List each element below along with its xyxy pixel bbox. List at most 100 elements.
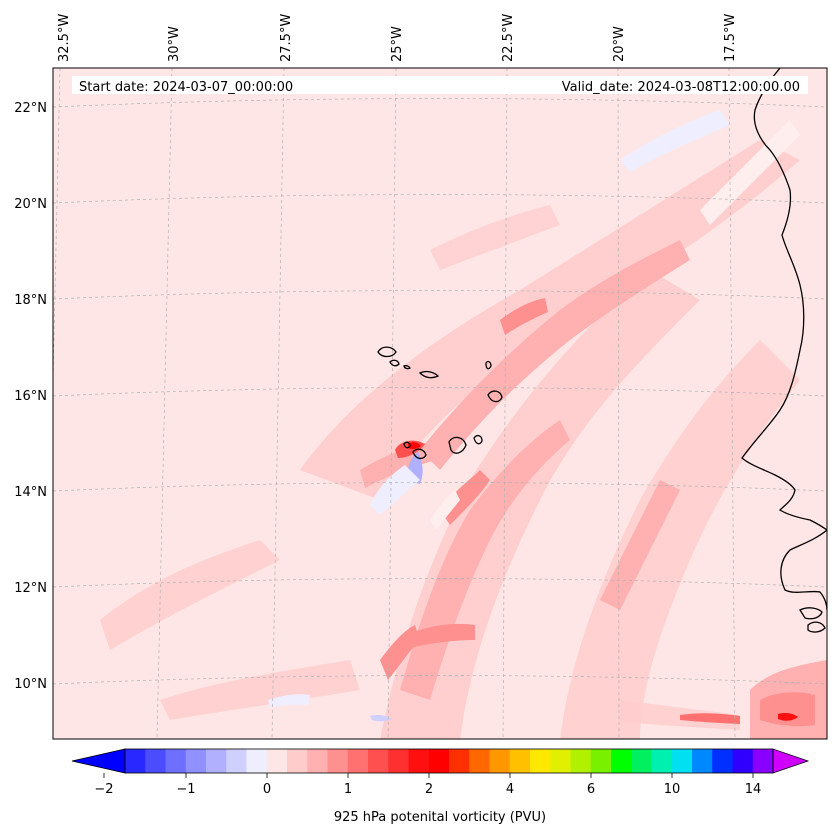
pv-zero-gap xyxy=(430,490,460,530)
lon-label: 30°W xyxy=(167,26,182,62)
pv-band-strong xyxy=(405,623,475,648)
lon-label: 20°W xyxy=(612,26,627,62)
lon-label: 22.5°W xyxy=(501,14,516,62)
pv-band-light xyxy=(560,340,800,739)
colorbar-cell xyxy=(307,749,328,773)
island xyxy=(377,346,397,358)
colorbar-cell xyxy=(388,749,409,773)
colorbar-tick-label: 0 xyxy=(263,782,271,797)
colorbar-tick-label: 6 xyxy=(587,782,595,797)
graticule-parallel xyxy=(53,482,827,492)
lat-label: 22°N xyxy=(14,101,47,116)
colorbar-cell xyxy=(732,749,754,773)
pv-band-light xyxy=(380,270,700,739)
graticule xyxy=(53,68,827,739)
lat-label: 14°N xyxy=(14,485,47,500)
pv-negative-patch xyxy=(370,715,392,722)
pv-negative-patch xyxy=(268,694,310,708)
longitude-labels: 32.5°W 30°W 27.5°W 25°W 22.5°W 20°W 17.5… xyxy=(57,14,738,62)
colorbar-cell xyxy=(226,749,247,773)
colorbar-cell xyxy=(206,749,227,773)
graticule-meridian xyxy=(502,68,508,739)
colorbar-extend-max xyxy=(772,748,810,774)
colorbar-tick-label: −1 xyxy=(176,782,195,797)
colorbar-cell xyxy=(287,749,308,773)
island xyxy=(418,370,440,379)
colorbar-tick-label: 4 xyxy=(506,782,514,797)
graticule-meridian xyxy=(728,68,736,739)
start-date-label: Start date: 2024-03-07_00:00:00 xyxy=(79,80,293,95)
coastlines xyxy=(377,68,827,633)
colorbar-cell xyxy=(125,749,146,773)
graticule-parallel xyxy=(53,98,827,108)
colorbar-cell xyxy=(671,749,693,773)
african-coastline xyxy=(780,529,827,611)
island xyxy=(412,448,427,460)
colorbar-cell xyxy=(651,749,673,773)
colorbar-title: 925 hPa potenital vorticity (PVU) xyxy=(334,810,546,825)
valid-date-box xyxy=(312,76,808,94)
island xyxy=(448,436,467,454)
colorbar-cell xyxy=(368,749,389,773)
valid-date-label: Valid_date: 2024-03-08T12:00:00.00 xyxy=(562,80,800,95)
graticule-parallel xyxy=(53,675,827,685)
colorbar-cell xyxy=(712,749,733,773)
colorbar-cell xyxy=(428,749,450,773)
colorbar-tick-label: −2 xyxy=(94,782,113,797)
pv-negative-patch xyxy=(370,465,420,515)
lat-label: 10°N xyxy=(14,677,47,692)
african-coastline xyxy=(741,68,827,531)
latitude-labels: 22°N 20°N 18°N 16°N 14°N 12°N 10°N xyxy=(14,101,47,692)
colorbar-tick-labels: −2 −1 0 1 2 4 6 10 14 xyxy=(94,782,761,797)
colorbar-cell xyxy=(327,749,349,773)
colorbar-cell xyxy=(509,749,531,773)
map-panel: Start date: 2024-03-07_00:00:00 Valid_da… xyxy=(14,14,828,740)
colorbar-cell xyxy=(550,749,571,773)
graticule-meridian xyxy=(387,68,397,739)
pv-maximum xyxy=(778,713,798,721)
colorbar-cell xyxy=(530,749,551,773)
graticule-meridian xyxy=(617,68,620,739)
lon-label: 27.5°W xyxy=(279,14,294,62)
island xyxy=(389,359,400,367)
pv-contour-fields xyxy=(100,110,827,739)
colorbar-cell xyxy=(489,749,511,773)
colorbar-cell xyxy=(408,749,430,773)
colorbar-cell xyxy=(752,749,774,773)
colorbar-cell xyxy=(145,749,166,773)
island xyxy=(485,360,492,370)
pv-band-light xyxy=(430,205,560,270)
lat-label: 18°N xyxy=(14,293,47,308)
lat-label: 20°N xyxy=(14,197,47,212)
colorbar-ticks xyxy=(103,773,754,778)
colorbar-frame xyxy=(124,748,774,774)
colorbar-cell xyxy=(266,749,288,773)
colorbar-cell xyxy=(692,749,713,773)
graticule-parallel xyxy=(53,387,827,397)
colorbar-cell xyxy=(449,749,470,773)
island xyxy=(487,390,503,403)
colorbar-extend-min xyxy=(71,748,126,774)
pv-band-medium xyxy=(420,240,690,470)
lat-label: 16°N xyxy=(14,389,47,404)
colorbar: −2 −1 0 1 2 4 6 10 14 925 hPa potenital … xyxy=(71,748,810,825)
lat-label: 12°N xyxy=(14,581,47,596)
colorbar-cell xyxy=(590,749,612,773)
graticule-parallel xyxy=(53,578,827,588)
colorbar-cell xyxy=(185,749,207,773)
island xyxy=(403,364,411,370)
lon-label: 17.5°W xyxy=(723,14,738,62)
graticule-meridian xyxy=(156,68,173,739)
colorbar-cell xyxy=(347,749,369,773)
colorbar-tick-label: 1 xyxy=(344,782,352,797)
colorbar-cell xyxy=(165,749,187,773)
pv-maximum xyxy=(408,442,421,450)
colorbar-cell xyxy=(246,749,268,773)
graticule-meridian xyxy=(271,68,285,739)
african-coastline xyxy=(799,607,823,620)
pv-zero-gap xyxy=(700,120,800,225)
colorbar-cell xyxy=(469,749,490,773)
graticule-parallel xyxy=(53,290,827,300)
island xyxy=(403,441,411,449)
island xyxy=(473,434,483,445)
